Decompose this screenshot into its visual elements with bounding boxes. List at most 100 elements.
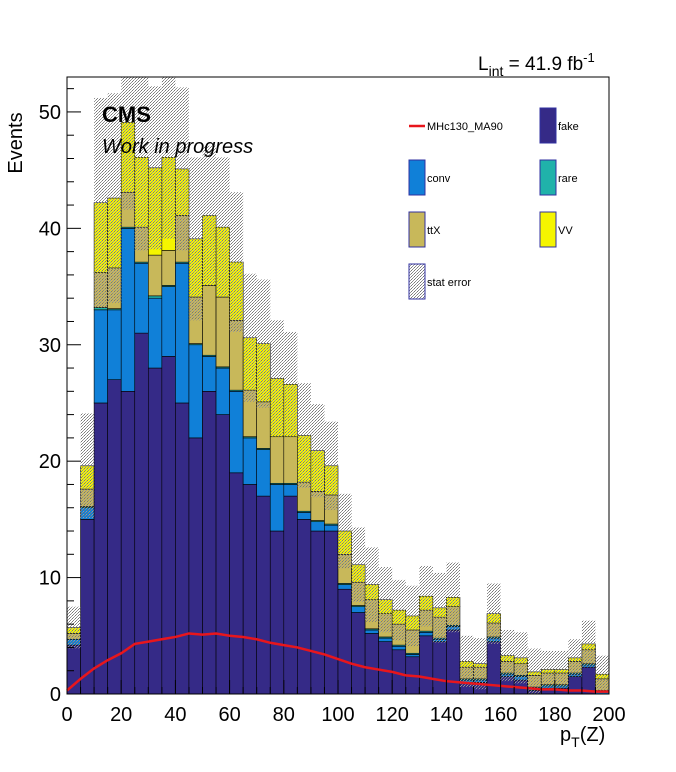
lumi-subscript: int (489, 63, 504, 79)
legend-label-conv: conv (427, 173, 451, 185)
bar-conv-15 (269, 484, 285, 532)
bar-ttx-6 (148, 254, 163, 297)
bar-fake-15 (269, 530, 285, 695)
x-tick-label-140: 140 (430, 704, 463, 726)
bar-conv-20 (337, 584, 352, 590)
bar-ttx-7 (161, 250, 176, 286)
stat-error-12 (229, 192, 244, 332)
stat-error-3 (107, 93, 122, 303)
x-axis-title: pT(Z) (560, 724, 605, 750)
stat-error-8 (175, 87, 189, 251)
signal-line (66, 632, 609, 693)
bar-conv-3 (107, 309, 122, 380)
y-tick-label-0: 0 (50, 684, 61, 706)
bar-fake-26 (418, 635, 434, 695)
x-title-main: p (560, 724, 571, 746)
bar-ttx-14 (256, 401, 271, 449)
stat-error-24 (392, 579, 406, 641)
bar-fake-18 (310, 530, 325, 695)
stat-error-18 (310, 404, 325, 498)
stat-error-13 (243, 273, 257, 402)
stat-error-35 (541, 650, 555, 689)
legend-swatch-stat (408, 263, 426, 300)
x-tick-label-180: 180 (538, 704, 571, 726)
bar-fake-9 (188, 437, 203, 695)
bar-conv-16 (283, 484, 298, 497)
bar-fake-14 (256, 495, 271, 695)
stat-error-15 (270, 320, 284, 437)
y-axis-title: Events (5, 112, 27, 173)
signal-layer (66, 632, 609, 693)
bar-fake-13 (242, 484, 257, 695)
y-tick-label-30: 30 (39, 335, 61, 357)
y-tick-label-40: 40 (39, 218, 61, 240)
stat-error-27 (432, 572, 447, 643)
stat-error-36 (554, 650, 569, 689)
stat-error-31 (487, 583, 501, 644)
x-title-sub: T (571, 734, 580, 750)
bar-fake-2 (93, 402, 108, 695)
y-tick-label-20: 20 (39, 451, 61, 473)
bar-ttx-11 (215, 296, 230, 368)
legend: MHc130_MA90 fake conv rare ttX VV stat error (408, 107, 579, 300)
bar-fake-0 (66, 644, 81, 695)
stat-error-4 (121, 77, 135, 210)
stat-error-38 (581, 620, 596, 668)
stat-error-16 (283, 331, 298, 437)
bar-conv-14 (256, 449, 271, 497)
stat-error-17 (297, 383, 311, 488)
x-tick-label-120: 120 (376, 704, 409, 726)
lumi-prefix: L (478, 54, 489, 75)
stat-error-26 (419, 565, 433, 627)
bar-rare-2 (93, 307, 108, 311)
bar-fake-5 (134, 332, 149, 695)
bar-fake-20 (337, 588, 352, 695)
bar-conv-24 (391, 645, 407, 651)
x-tick-label-100: 100 (321, 704, 354, 726)
x-tick-label-0: 0 (61, 704, 72, 726)
x-tick-label-40: 40 (164, 704, 186, 726)
bar-conv-23 (378, 637, 393, 642)
stat-error-32 (500, 629, 515, 682)
stat-error-10 (202, 145, 217, 286)
bar-fake-16 (283, 495, 298, 695)
bar-conv-2 (93, 309, 108, 404)
bar-fake-21 (351, 612, 366, 695)
legend-label-signal: MHc130_MA90 (427, 121, 503, 133)
bar-conv-5 (134, 262, 149, 334)
stat-error-20 (338, 493, 352, 569)
stat-error-37 (568, 639, 582, 677)
x-tick-label-160: 160 (484, 704, 517, 726)
legend-swatch-rare (539, 159, 557, 196)
bar-conv-4 (120, 228, 136, 392)
bar-fake-19 (324, 530, 339, 695)
lumi-value: = 41.9 fb (503, 54, 583, 75)
legend-label-vv: VV (558, 225, 573, 237)
bar-fake-22 (364, 633, 379, 695)
bar-ttx-16 (283, 436, 298, 484)
stat-error-29 (459, 635, 474, 688)
luminosity-label: Lint = 41.9 fb-1 (478, 50, 595, 79)
x-tick-label-80: 80 (273, 704, 295, 726)
y-tick-label-50: 50 (39, 102, 61, 124)
legend-swatch-conv (408, 159, 426, 196)
stat-error-7 (161, 77, 176, 239)
bar-fake-1 (80, 519, 95, 695)
legend-swatch-vv (539, 211, 557, 248)
bar-conv-11 (215, 367, 230, 415)
bar-fake-6 (148, 367, 163, 695)
bar-fake-28 (446, 629, 461, 695)
legend-label-rare: rare (558, 173, 578, 185)
legend-swatch-fake (539, 107, 557, 144)
bar-conv-21 (351, 606, 366, 613)
bar-ttx-10 (202, 285, 217, 356)
bar-fake-7 (161, 356, 176, 695)
stat-error-bands (67, 77, 609, 694)
stat-error-25 (405, 585, 420, 647)
bar-conv-22 (364, 629, 379, 634)
legend-label-stat: stat error (427, 277, 471, 289)
axes: 0 20 40 60 80 100 120 140 160 180 200 0 10 20 30 40 50 (39, 76, 626, 726)
stat-error-30 (473, 638, 488, 690)
y-tick-label-10: 10 (39, 568, 61, 590)
